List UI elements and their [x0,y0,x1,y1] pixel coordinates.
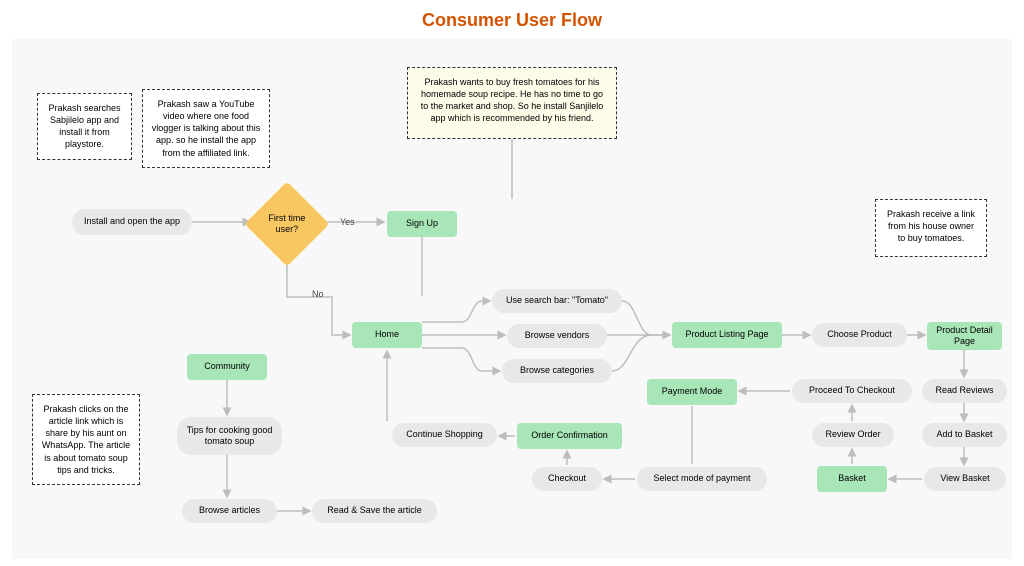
node-n_plp: Product Listing Page [672,322,782,348]
annotation: Prakash receive a link from his house ow… [875,199,987,257]
node-n_install: Install and open the app [72,209,192,235]
node-n_search: Use search bar: "Tomato" [492,289,622,313]
node-n_pdp: Product Detail Page [927,322,1002,350]
node-n_viewbasket: View Basket [924,467,1006,491]
node-n_contshop: Continue Shopping [392,423,497,447]
node-n_review: Review Order [812,423,894,447]
node-n_home: Home [352,322,422,348]
annotation: Prakash saw a YouTube video where one fo… [142,89,270,168]
node-n_reviews: Read Reviews [922,379,1007,403]
node-n_readsave: Read & Save the article [312,499,437,523]
node-n_choose: Choose Product [812,323,907,347]
annotation: Prakash clicks on the article link which… [32,394,140,485]
node-n_paymode: Payment Mode [647,379,737,405]
node-n_tips: Tips for cooking good tomato soup [177,417,282,455]
node-n_checkout2: Proceed To Checkout [792,379,912,403]
annotation: Prakash searches Sabjilelo app and insta… [37,93,132,160]
edge-label: Yes [340,217,355,227]
node-n_cats: Browse categories [502,359,612,383]
node-n_first: First time user? [245,182,330,267]
flow-canvas: Prakash searches Sabjilelo app and insta… [12,39,1012,559]
node-n_checkout: Checkout [532,467,602,491]
node-n_addbasket: Add to Basket [922,423,1007,447]
node-n_basket: Basket [817,466,887,492]
edge-label: No [312,289,324,299]
node-n_signup: Sign Up [387,211,457,237]
node-n_orderconf: Order Confirmation [517,423,622,449]
node-n_selectpay: Select mode of payment [637,467,767,491]
annotation: Prakash wants to buy fresh tomatoes for … [407,67,617,139]
node-n_vendors: Browse vendors [507,324,607,348]
node-n_browseart: Browse articles [182,499,277,523]
node-n_community: Community [187,354,267,380]
page-title: Consumer User Flow [0,0,1024,39]
